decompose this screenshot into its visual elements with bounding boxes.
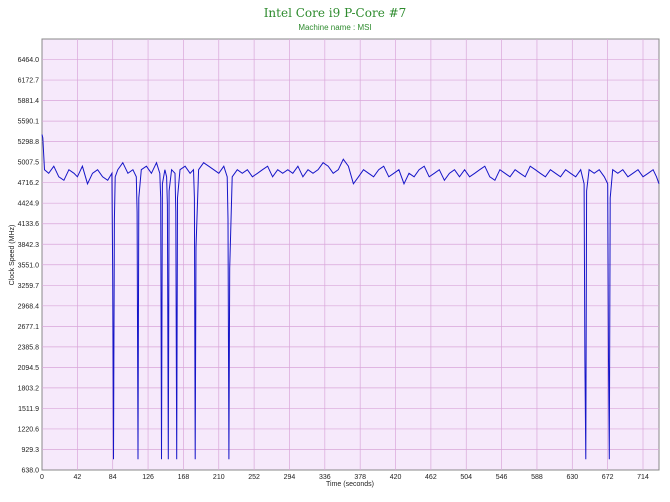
y-tick-label: 2094.5 bbox=[18, 365, 40, 372]
y-tick-label: 2677.1 bbox=[18, 324, 40, 331]
x-tick-label: 252 bbox=[248, 474, 260, 481]
x-tick-label: 714 bbox=[637, 474, 649, 481]
x-tick-label: 84 bbox=[109, 474, 117, 481]
x-tick-label: 588 bbox=[531, 474, 543, 481]
y-tick-label: 1511.9 bbox=[18, 406, 39, 413]
x-tick-label: 168 bbox=[178, 474, 190, 481]
x-tick-label: 378 bbox=[354, 474, 366, 481]
y-tick-label: 5298.8 bbox=[18, 139, 40, 146]
x-tick-label: 504 bbox=[460, 474, 472, 481]
x-tick-label: 630 bbox=[566, 474, 578, 481]
y-tick-label: 638.0 bbox=[21, 468, 39, 475]
y-tick-label: 6172.7 bbox=[18, 78, 40, 85]
y-tick-label: 3842.3 bbox=[18, 242, 40, 249]
y-tick-label: 929.3 bbox=[21, 447, 39, 454]
x-tick-label: 210 bbox=[213, 474, 225, 481]
y-tick-label: 6464.0 bbox=[18, 57, 40, 64]
x-tick-label: 546 bbox=[496, 474, 508, 481]
y-tick-label: 3551.0 bbox=[18, 262, 40, 269]
y-tick-label: 4716.2 bbox=[18, 180, 40, 187]
y-tick-label: 2968.4 bbox=[18, 303, 40, 310]
chart-title: Intel Core i9 P-Core #7 bbox=[263, 6, 407, 20]
chart-subtitle: Machine name : MSI bbox=[298, 23, 372, 32]
x-tick-labels: 0 42 84 126 168 210 252 294 336 378 420 462 504 546 58… bbox=[40, 474, 649, 481]
y-tick-label: 5881.4 bbox=[18, 98, 40, 105]
x-tick-label: 672 bbox=[602, 474, 614, 481]
x-tick-label: 42 bbox=[73, 474, 81, 481]
y-tick-label: 2385.8 bbox=[18, 344, 40, 351]
x-tick-label: 462 bbox=[425, 474, 437, 481]
y-tick-label: 3259.7 bbox=[18, 283, 40, 290]
y-tick-labels: 638.0 929.3 1220.6 1511.9 1803.2 2094.5 2385.8… bbox=[18, 57, 40, 474]
x-tick-label: 420 bbox=[390, 474, 402, 481]
grid-lines bbox=[42, 39, 659, 470]
y-tick-label: 4424.9 bbox=[18, 201, 40, 208]
y-tick-label: 4133.6 bbox=[18, 221, 40, 228]
x-tick-label: 0 bbox=[40, 474, 44, 481]
series-line bbox=[41, 134, 660, 460]
x-axis-label: Time (seconds) bbox=[326, 481, 374, 488]
y-tick-label: 5007.5 bbox=[18, 160, 40, 167]
x-tick-label: 336 bbox=[319, 474, 331, 481]
y-tick-label: 1220.6 bbox=[18, 426, 40, 433]
y-tick-label: 1803.2 bbox=[18, 385, 40, 392]
y-axis-label: Clock Speed (MHz) bbox=[9, 225, 16, 286]
plot-area bbox=[41, 38, 660, 471]
x-tick-label: 126 bbox=[142, 474, 154, 481]
y-tick-label: 5590.1 bbox=[18, 119, 40, 126]
x-tick-label: 294 bbox=[284, 474, 296, 481]
